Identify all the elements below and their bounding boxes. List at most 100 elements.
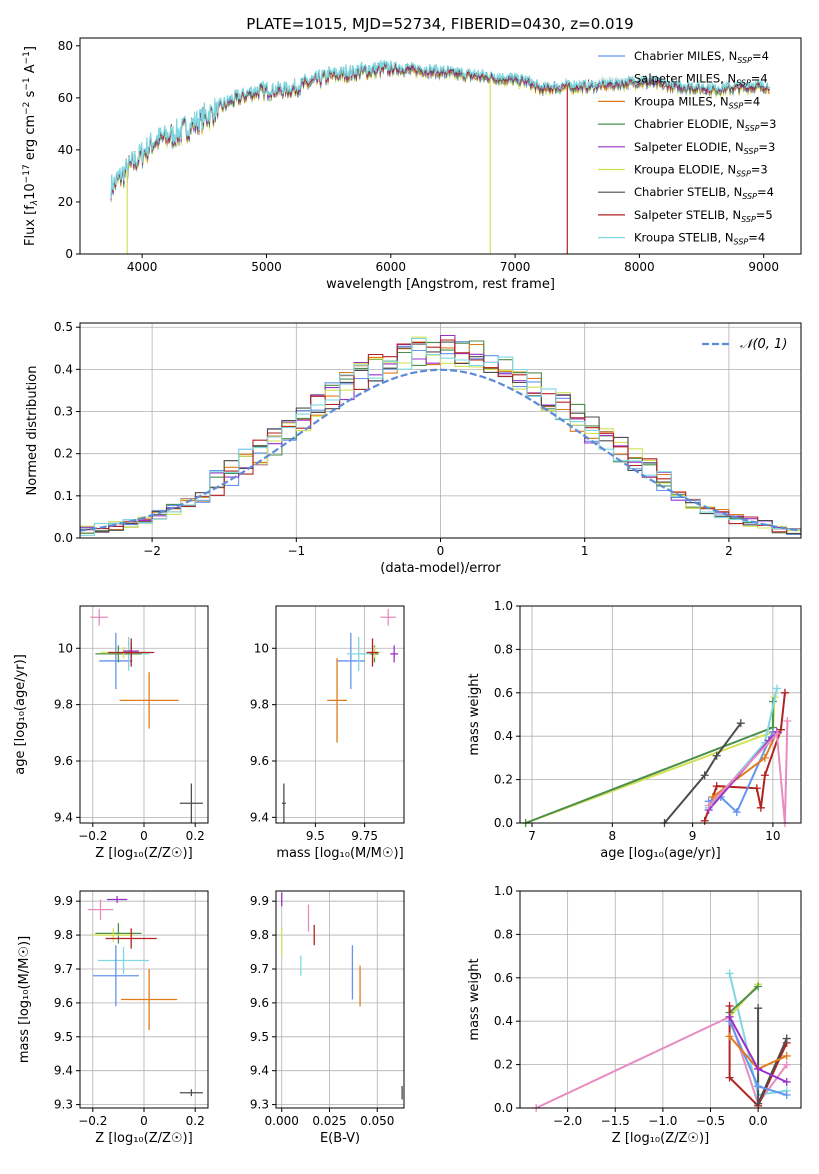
x-axis-label: E(B-V) [320,1131,360,1146]
y-tick-label: 9.7 [54,962,73,976]
y-axis-label: mass weight [467,958,482,1040]
spectrum-line [110,59,770,199]
y-tick-label: 0.2 [494,1058,513,1072]
axes-frame [519,890,802,1109]
weight-marker [700,771,709,780]
x-tick-label: 5000 [251,260,282,274]
x-axis-label: (data-model)/error [380,561,501,576]
weight-marker [760,753,769,762]
y-tick-label: 9.4 [250,810,269,824]
weight-marker [782,1077,791,1086]
weight-marker [712,751,721,760]
weight-line [663,722,742,824]
x-tick-label: 9.5 [306,829,325,843]
y-tick-label: 9.6 [54,996,73,1010]
x-tick-label: 2 [725,544,733,558]
x-tick-label: −0.5 [696,1114,725,1128]
x-tick-label: 9.75 [351,829,378,843]
x-tick-label: 6000 [376,260,407,274]
y-axis-label: Normed distribution [25,366,40,496]
axes-frame [275,890,405,1109]
legend-label: Kroupa STELIB, NSSP=4 [634,231,765,247]
y-tick-label: 0.6 [494,971,513,985]
gaussian-curve [79,368,802,532]
y-tick-label: 0.1 [54,489,73,503]
x-tick-label: 0 [437,544,445,558]
histogram-series [80,339,801,533]
y-tick-label: 40 [58,143,73,157]
weight-vs-age-panel: 7 8 9 10 0.0 0.2 0.4 0.6 0.8 1.0 age [log₁₀(age/yr… [467,599,802,861]
y-axis-label: mass [log₁₀(M/M☉)] [17,936,32,1063]
y-tick-label: 9.3 [250,1098,269,1112]
weight-marker [783,717,792,726]
x-tick-label: −1 [287,544,305,558]
weight-marker [736,719,745,728]
y-tick-label: 9.9 [250,894,269,908]
y-tick-label: 9.8 [54,928,73,942]
weight-marker [712,782,721,791]
x-tick-label: 10 [765,829,780,843]
x-tick-label: 0.050 [360,1114,394,1128]
x-tick-label: −0.2 [78,1114,107,1128]
x-tick-label: 0 [140,1114,148,1128]
weight-marker [754,1064,763,1073]
weight-line [525,697,776,824]
weight-line [525,701,774,824]
EBV-vs-mass-panel: 0.000 0.025 0.050 9.3 9.4 9.5 9.6 9.7 9.8 9.9 E(B-… [250,890,405,1146]
y-tick-label: 9.6 [250,996,269,1010]
y-axis-label: Flux [fλ10−17 erg cm−2 s−1 A−1] [22,46,40,246]
weight-line [535,1015,788,1109]
weight-marker [780,688,789,697]
weight-marker [756,803,765,812]
weight-marker [754,982,763,991]
weight-marker [782,1090,791,1099]
weight-marker [760,771,769,780]
x-tick-label: −2 [143,544,161,558]
weight-vs-Z-panel: −2.0 −1.5 −1.0 −0.5 0.0 0.0 0.2 0.4 0.6 0.8 1.0 Z [… [467,884,802,1146]
weight-line [728,1006,788,1108]
x-tick-label: −1.5 [601,1114,630,1128]
axes-frame [79,322,802,539]
weight-line [757,1008,788,1105]
y-tick-label: 10 [254,641,269,655]
legend-label: Salpeter MILES, NSSP=4 [634,72,768,88]
x-tick-label: 9000 [748,260,779,274]
x-tick-label: 0.000 [265,1114,299,1128]
x-tick-label: 8000 [624,260,655,274]
x-tick-label: 0.2 [186,1114,205,1128]
mass-vs-Z-panel: −0.2 0 0.2 9.3 9.4 9.5 9.6 9.7 9.8 9.9 Z [log₁₀(Z/… [17,890,209,1146]
y-tick-label: 9.5 [250,1030,269,1044]
y-tick-label: 9.5 [54,1030,73,1044]
x-tick-label: 1 [581,544,589,558]
x-axis-label: wavelength [Angstrom, rest frame] [326,277,555,292]
weight-marker [725,1002,734,1011]
weight-marker [704,801,713,810]
legend-label: Chabrier STELIB, NSSP=4 [634,185,774,201]
weight-marker [752,784,761,793]
y-tick-label: 9.6 [250,754,269,768]
x-tick-label: −2.0 [553,1114,582,1128]
x-tick-label: −0.2 [78,829,107,843]
y-tick-label: 0.3 [54,405,73,419]
weight-marker [772,730,781,739]
legend-label: 𝒩(0, 1) [740,337,787,352]
weight-marker [708,792,717,801]
legend-label: Salpeter STELIB, NSSP=5 [634,208,773,224]
weight-marker [782,1034,791,1043]
figure-title: PLATE=1015, MJD=52734, FIBERID=0430, z=0… [246,15,633,33]
x-axis-label: age [log₁₀(age/yr)] [600,846,721,861]
y-tick-label: 0.2 [494,773,513,787]
weight-line [728,985,759,1014]
weight-marker [754,1099,763,1108]
y-tick-label: 60 [58,91,73,105]
x-tick-label: 4000 [127,260,158,274]
y-tick-label: 9.4 [250,1064,269,1078]
y-tick-label: 0.8 [494,642,513,656]
y-tick-label: 0.4 [494,729,513,743]
x-tick-label: 7 [528,829,536,843]
x-tick-label: 0.0 [749,1114,768,1128]
y-tick-label: 0.8 [494,927,513,941]
y-tick-label: 0.0 [54,531,73,545]
residuals-panel: −2 −1 0 1 2 0.0 0.1 0.2 0.3 0.4 0.5 (data-model)/er… [25,320,802,576]
